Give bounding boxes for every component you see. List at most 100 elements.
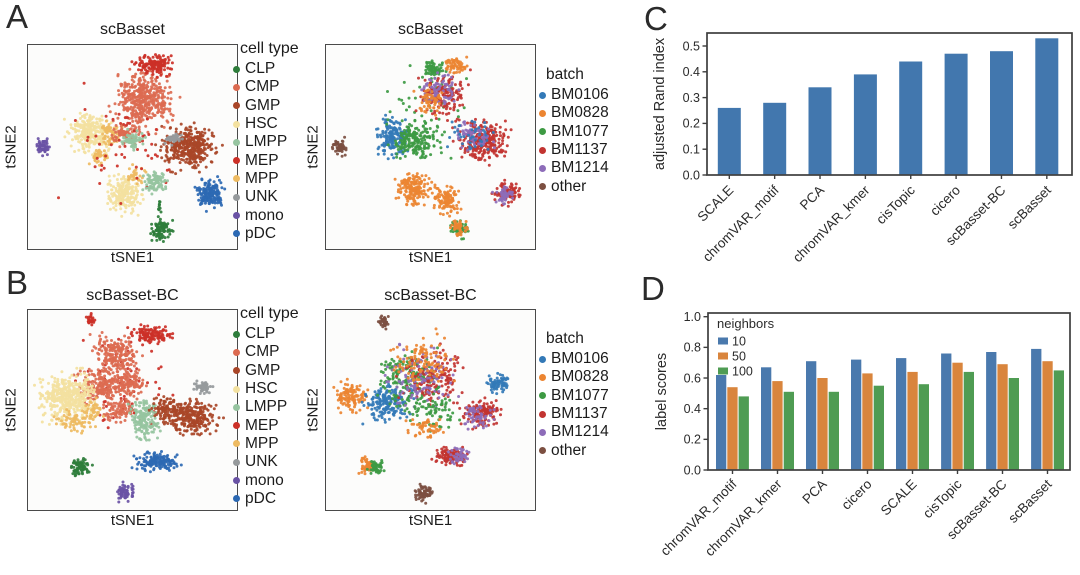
legend-item-label: BM0828 — [551, 104, 609, 122]
legend-item-label: BM1077 — [551, 122, 609, 140]
legend-dot-icon — [539, 146, 546, 154]
legend-item-label: BM1137 — [551, 141, 608, 159]
legend-item-CLP: CLP — [233, 60, 299, 78]
legend-swatch-50 — [718, 352, 728, 360]
bar-chromVAR_kmer-n100 — [783, 391, 794, 470]
legend-item-CMP: CMP — [233, 343, 299, 361]
legend-dot-icon — [233, 120, 240, 128]
x-axis-label-tsne1: tSNE1 — [110, 512, 155, 529]
bar-PCA-n10 — [806, 361, 817, 470]
plot-title-b-celltype: scBasset-BC — [86, 287, 179, 304]
legend-item-MEP: MEP — [233, 151, 299, 169]
legend-item-BM1214: BM1214 — [539, 423, 609, 441]
legend-item-label: mono — [245, 471, 284, 489]
chart-frame — [707, 312, 1071, 471]
legend-batch-b: batch BM0106 BM0828 BM1077 BM1137 BM1214 othe… — [539, 330, 609, 460]
legend-item-pDC: pDC — [233, 490, 299, 508]
legend-batch-a: batch BM0106 BM0828 BM1077 BM1137 BM1214 othe… — [539, 66, 609, 196]
chart-frame — [706, 32, 1073, 176]
legend-item-BM1137: BM1137 — [539, 141, 609, 159]
legend-dot-icon — [233, 102, 240, 110]
legend-item-BM1137: BM1137 — [539, 405, 609, 423]
tsne-scatter-b-batch — [332, 314, 510, 505]
legend-dot-icon — [539, 128, 546, 136]
scatter-points-A-left — [35, 53, 227, 243]
bar-cisTopic-n100 — [963, 371, 974, 470]
x-axis-label-tsne1: tSNE1 — [408, 249, 453, 266]
legend-dot-icon — [233, 157, 240, 165]
legend-dot-icon — [539, 373, 546, 381]
legend-cell-type-a: cell type CLP CMP GMP HSC LMPP MEP MPP UNK mono p… — [233, 40, 299, 243]
legend-item-CMP: CMP — [233, 78, 299, 96]
legend-item-label: BM1137 — [551, 405, 608, 423]
bar-chromVAR_motif-n10 — [716, 375, 727, 470]
legend-item-label: HSC — [245, 380, 278, 398]
bar-chromVAR_kmer — [853, 74, 877, 175]
legend-item-MPP: MPP — [233, 170, 299, 188]
legend-item-label: BM0106 — [551, 86, 609, 104]
legend-item-label: mono — [245, 206, 284, 224]
legend-item-label: pDC — [245, 489, 277, 507]
bar-cicero-n100 — [873, 385, 884, 470]
bar-cisTopic — [899, 61, 923, 175]
legend-dot-icon — [539, 410, 546, 418]
bar-scBasset-BC-n10 — [986, 352, 997, 470]
legend-item-HSC: HSC — [233, 115, 299, 133]
legend-item-other: other — [539, 177, 609, 195]
legend-item-label: CLP — [245, 325, 276, 343]
legend-item-label: pDC — [245, 224, 277, 242]
legend-dot-icon — [233, 477, 240, 485]
legend-dot-icon — [539, 447, 546, 455]
legend-item-GMP: GMP — [233, 97, 299, 115]
bar-chromVAR_motif-n100 — [738, 396, 749, 470]
bar-cicero-n10 — [851, 359, 862, 470]
legend-item-label: other — [551, 441, 587, 459]
legend-item-HSC: HSC — [233, 380, 299, 398]
bar-scBasset — [1035, 38, 1059, 175]
tsne-plot-a-batch — [325, 44, 536, 250]
plot-title-a-celltype: scBasset — [100, 21, 165, 38]
x-tick-label: chromVAR_motif — [658, 476, 740, 558]
legend-swatch-10 — [718, 337, 728, 345]
y-axis-label-tsne2: tSNE2 — [2, 125, 20, 169]
legend-dot-icon — [233, 175, 240, 183]
legend-item-label: MEP — [245, 151, 279, 169]
bar-chromVAR_kmer-n50 — [772, 381, 783, 470]
bar-SCALE-n10 — [896, 358, 907, 470]
legend-item-BM1214: BM1214 — [539, 159, 609, 177]
legend-dot-icon — [233, 385, 240, 393]
legend-dot-icon — [233, 495, 240, 503]
legend-item-MPP: MPP — [233, 435, 299, 453]
x-tick-label: cisTopic — [920, 476, 965, 521]
chart-label-scores: 0.0 0.2 0.4 0.6 0.8 1.0 chromVAR_motifchromVAR… — [654, 310, 1071, 559]
bar-scBasset-BC-n100 — [1008, 378, 1019, 470]
y-axis-label: adjusted Rand index — [652, 37, 668, 170]
panel-c-label: C — [644, 0, 668, 37]
x-tick-label: chromVAR_motif — [700, 182, 782, 264]
bar-cicero-n50 — [862, 373, 873, 470]
x-tick-label: PCA — [799, 477, 829, 507]
y-axis-label-tsne2: tSNE2 — [2, 388, 20, 432]
legend-item-label: UNK — [245, 453, 278, 471]
bar-scBasset-n10 — [1031, 348, 1042, 470]
legend-item-label: BM0828 — [551, 368, 609, 386]
legend-cell-type-title: cell type — [240, 40, 299, 57]
legend-cell-type-b: cell type CLP CMP GMP HSC LMPP MEP MPP UNK mono p… — [233, 305, 299, 508]
x-tick-label: PCA — [797, 183, 827, 213]
legend-dot-icon — [233, 458, 240, 466]
legend-dot-icon — [233, 193, 240, 201]
legend-item-label: MPP — [245, 169, 279, 187]
legend-item-label: MPP — [245, 434, 279, 452]
bar-scBasset-BC-n50 — [997, 364, 1008, 470]
legend-item-label: LMPP — [245, 398, 288, 416]
legend-label-100: 100 — [732, 365, 753, 379]
tsne-plot-b-celltype — [27, 309, 238, 511]
legend-item-mono: mono — [233, 206, 299, 224]
bar-cicero — [944, 53, 968, 175]
bar-scBasset-n50 — [1042, 361, 1053, 470]
legend-item-label: CMP — [245, 343, 280, 361]
legend-dot-icon — [233, 230, 240, 238]
x-axis-label-tsne1: tSNE1 — [110, 249, 155, 266]
y-tick-label: 0.4 — [684, 402, 701, 416]
